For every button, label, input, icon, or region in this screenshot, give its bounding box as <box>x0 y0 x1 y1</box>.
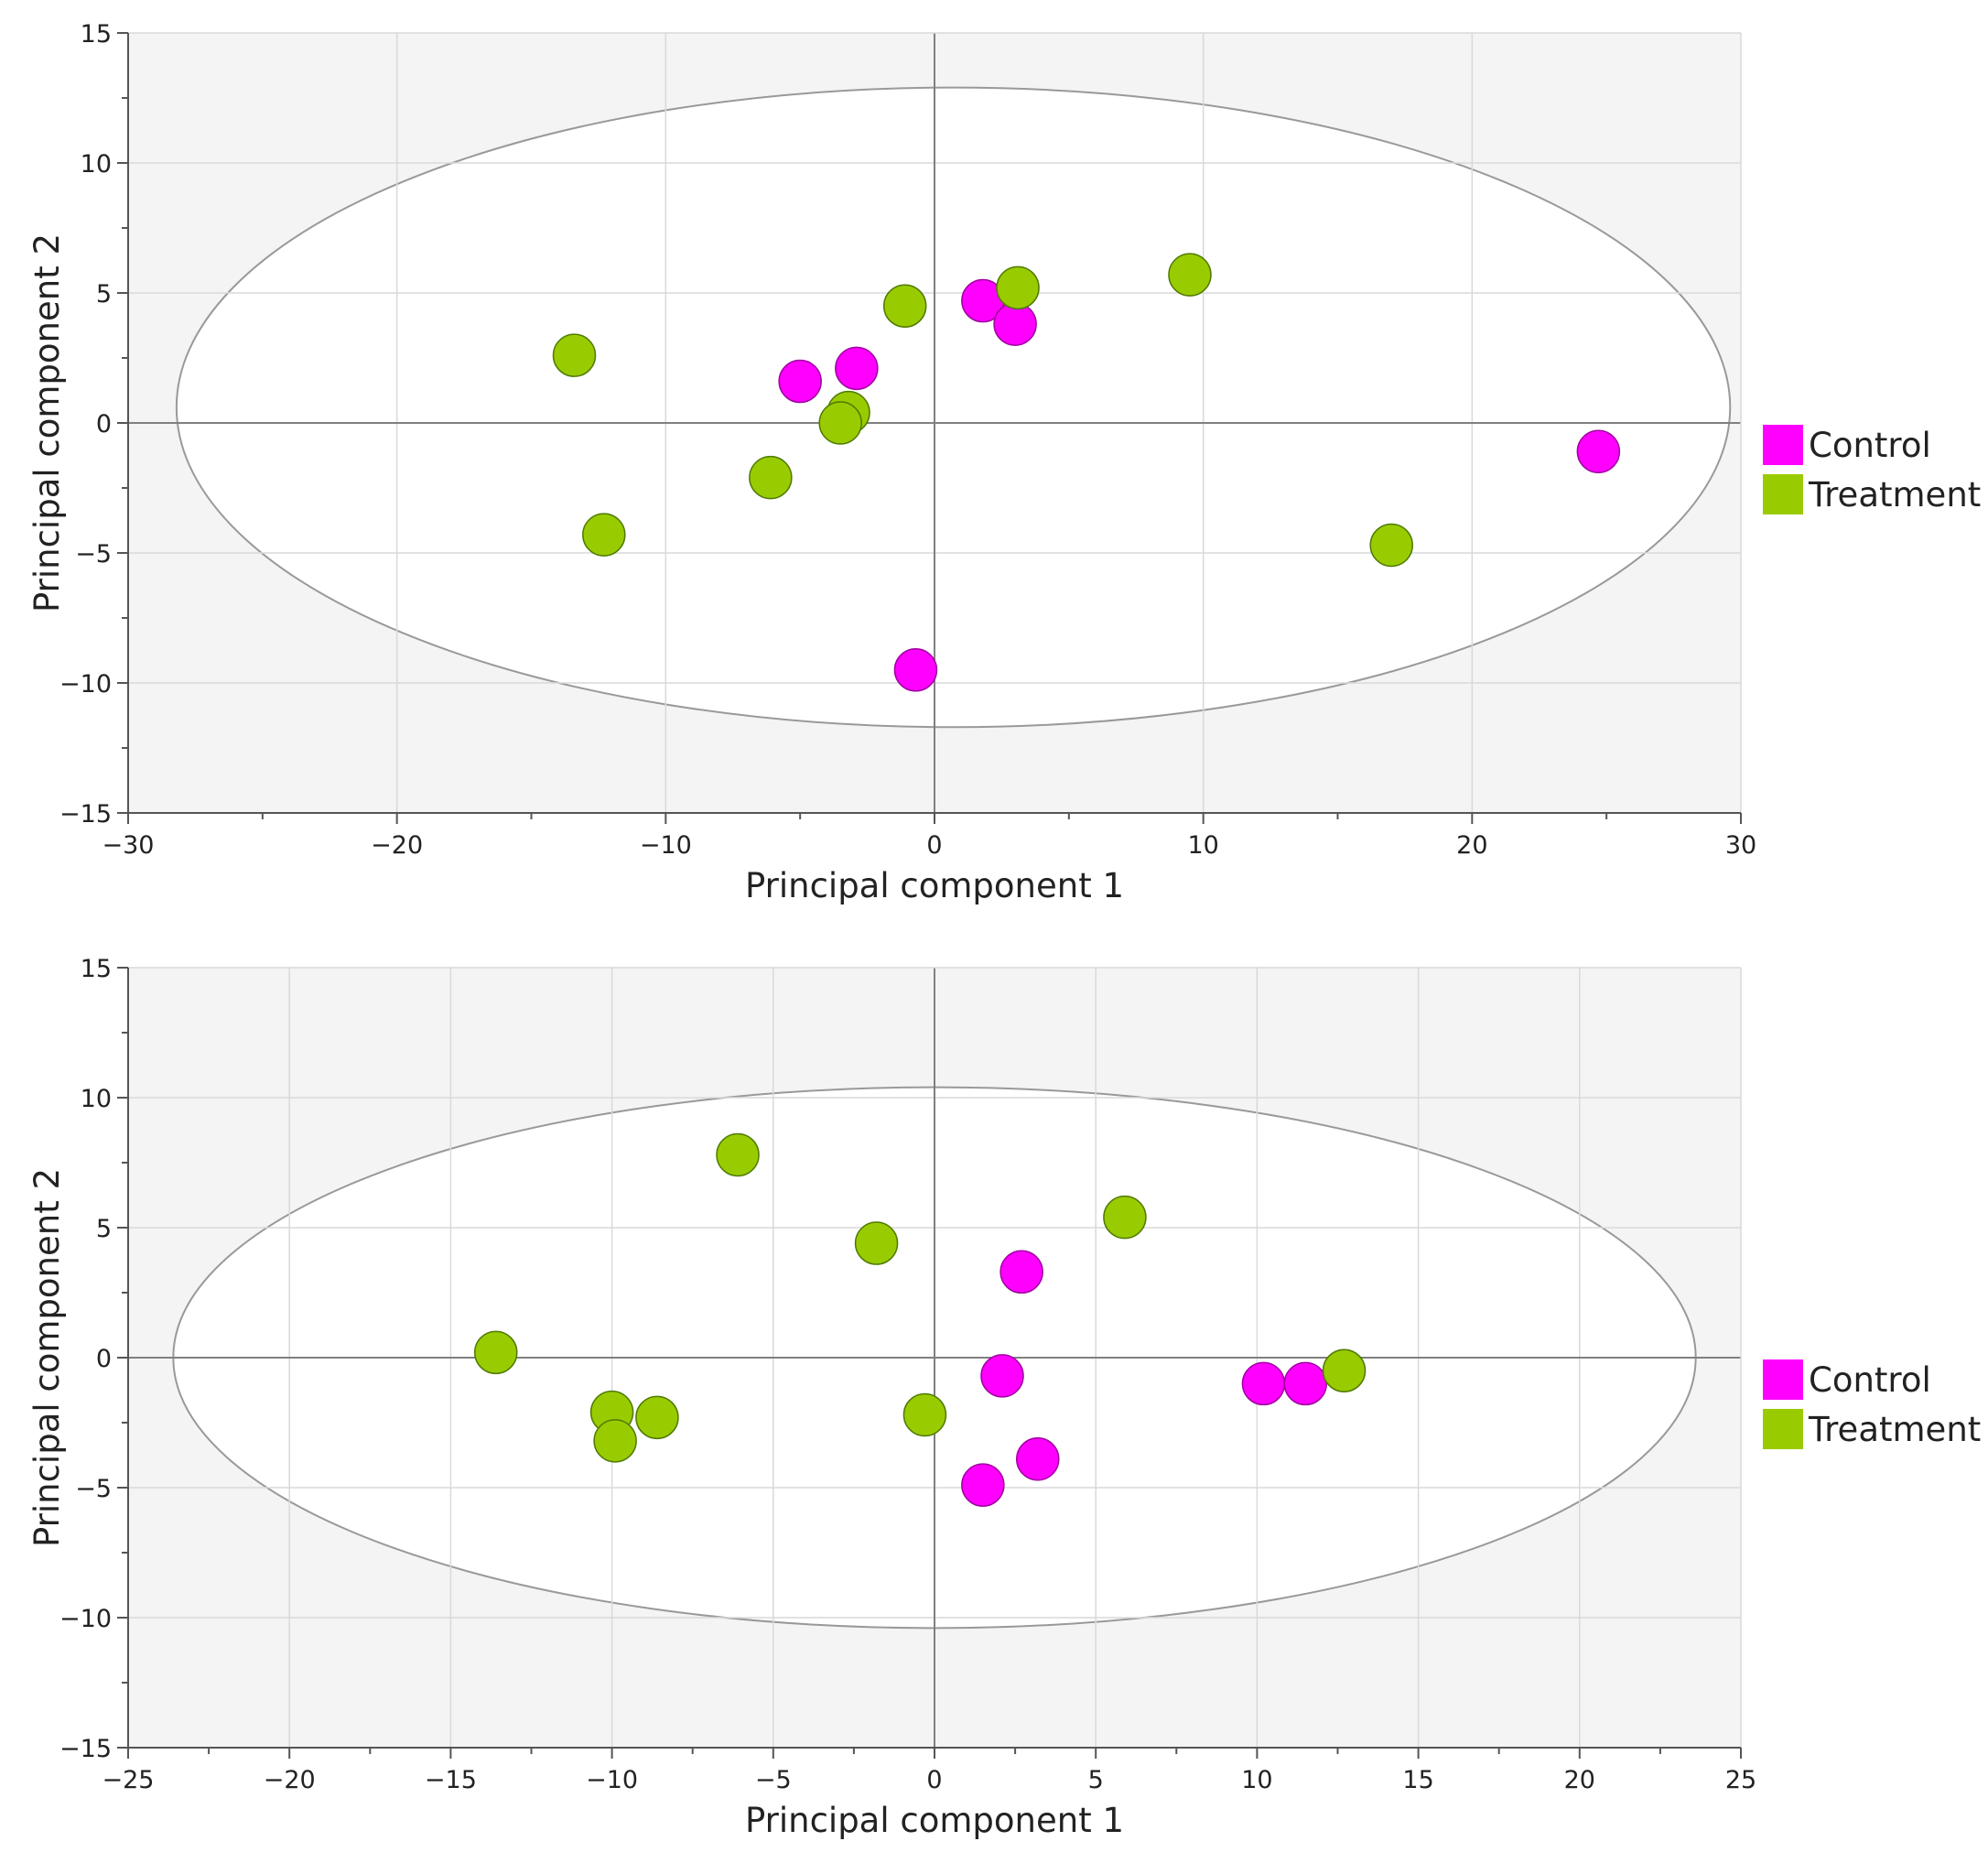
x-tick-label: 20 <box>1564 1766 1595 1794</box>
point-control <box>961 1463 1005 1507</box>
point-control <box>893 648 938 692</box>
y-tick-label: 0 <box>96 410 112 439</box>
legend-swatch-treatment <box>1763 474 1803 514</box>
legend-label-control: Control <box>1809 426 1931 465</box>
point-control <box>1016 1437 1060 1481</box>
y-tick-label: 15 <box>81 20 112 49</box>
x-tick-label: 10 <box>1187 831 1218 860</box>
x-tick-label: 0 <box>926 1766 942 1794</box>
y-tick-label: −10 <box>59 670 112 699</box>
point-treatment <box>854 1221 899 1265</box>
point-treatment <box>882 284 927 328</box>
chart-2: −25 −20 −15 −10 −5 0 5 10 15 20 25 −15 −10 −5 0 5 10 15 Pr… <box>27 955 1981 1840</box>
point-control <box>980 1354 1024 1398</box>
point-treatment <box>1103 1195 1147 1240</box>
x-tick-label: −10 <box>586 1766 638 1794</box>
point-control <box>835 346 879 391</box>
y-tick-label: −10 <box>59 1605 112 1633</box>
y-tick-label: 5 <box>96 280 112 309</box>
legend-swatch-control <box>1763 1359 1803 1400</box>
x-tick-label: 30 <box>1725 831 1756 860</box>
point-control <box>999 1250 1043 1294</box>
x-tick-label: −5 <box>755 1766 792 1794</box>
x-tick-label: 5 <box>1088 1766 1104 1794</box>
y-tick-label: −15 <box>59 1735 112 1763</box>
point-treatment <box>1322 1349 1367 1392</box>
x-tick-label: −30 <box>103 831 155 860</box>
x-axis-title: Principal component 1 <box>745 866 1124 905</box>
point-treatment <box>473 1330 518 1375</box>
point-control <box>778 359 822 404</box>
point-treatment <box>1168 253 1212 297</box>
y-tick-label: 15 <box>81 955 112 983</box>
point-treatment <box>593 1419 637 1463</box>
x-tick-label: 20 <box>1456 831 1487 860</box>
x-tick-label: −15 <box>425 1766 477 1794</box>
point-treatment <box>552 333 597 377</box>
point-treatment <box>635 1395 679 1440</box>
x-tick-label: −20 <box>264 1766 316 1794</box>
y-tick-label: 10 <box>81 1085 112 1113</box>
point-treatment <box>582 513 626 557</box>
x-tick-label: −10 <box>640 831 692 860</box>
point-treatment <box>716 1132 760 1177</box>
x-tick-label: −20 <box>371 831 423 860</box>
point-control <box>1241 1361 1286 1406</box>
point-treatment <box>749 455 793 500</box>
x-tick-label: 25 <box>1725 1766 1756 1794</box>
x-tick-label: −25 <box>103 1766 155 1794</box>
y-axis-title: Principal component 2 <box>27 233 67 612</box>
point-treatment <box>902 1392 947 1437</box>
x-tick-label: 10 <box>1241 1766 1272 1794</box>
chart-1: −30 −20 −10 0 10 20 30 −15 −10 −5 0 5 10 15 Principal … <box>27 20 1981 905</box>
point-treatment <box>1369 523 1413 568</box>
legend-swatch-treatment <box>1763 1409 1803 1449</box>
y-tick-label: −15 <box>59 800 112 829</box>
y-axis-title: Principal component 2 <box>27 1168 67 1547</box>
x-axis-title: Principal component 1 <box>745 1801 1124 1840</box>
confidence-ellipse <box>175 86 1732 729</box>
y-tick-label: −5 <box>75 540 112 569</box>
y-tick-label: 0 <box>96 1345 112 1373</box>
x-tick-label: 0 <box>926 831 942 860</box>
point-treatment <box>996 265 1040 310</box>
point-control <box>1283 1361 1328 1406</box>
point-control <box>993 302 1037 346</box>
y-tick-label: −5 <box>75 1475 112 1503</box>
point-control <box>1576 429 1621 473</box>
point-treatment <box>818 401 862 445</box>
x-tick-label: 15 <box>1402 1766 1433 1794</box>
legend-label-control: Control <box>1809 1360 1931 1400</box>
legend-label-treatment: Treatment <box>1808 475 1981 514</box>
y-tick-label: 5 <box>96 1215 112 1243</box>
legend-swatch-control <box>1763 425 1803 465</box>
legend-label-treatment: Treatment <box>1808 1410 1981 1449</box>
y-tick-label: 10 <box>81 150 112 179</box>
